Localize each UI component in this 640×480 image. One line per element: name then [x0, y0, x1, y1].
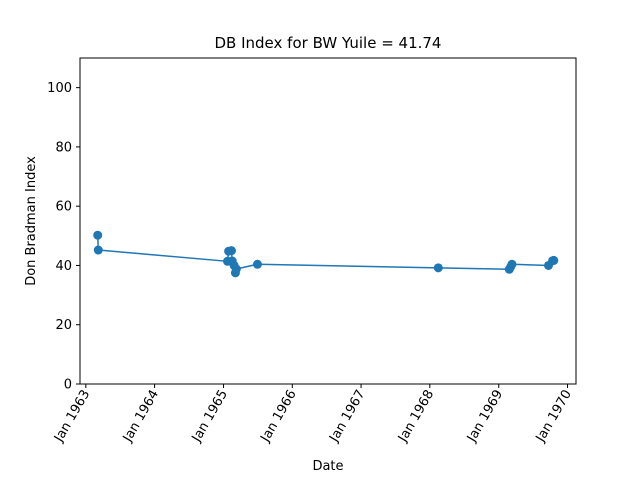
series-line: [96, 235, 554, 274]
y-tick-label: 40: [55, 259, 72, 274]
x-axis-label: Date: [312, 459, 343, 474]
x-tick-label: Jan 1970: [533, 388, 575, 446]
y-tick-label: 80: [55, 140, 72, 155]
x-tick-label: Jan 1965: [189, 388, 231, 446]
x-tick-label: Jan 1969: [464, 388, 506, 446]
data-point: [231, 264, 241, 274]
x-tick-label: Jan 1963: [51, 388, 93, 446]
data-point: [226, 246, 236, 256]
x-tick-label: Jan 1964: [120, 388, 162, 446]
data-point: [507, 259, 517, 269]
plot-area: [79, 57, 577, 385]
data-point: [549, 255, 559, 265]
y-axis: 0 20 40 60 80 100: [47, 81, 80, 393]
plot-frame: [79, 57, 577, 385]
y-tick-label: 100: [47, 81, 72, 96]
data-point: [93, 245, 103, 255]
y-axis-label: Don Bradman Index: [24, 156, 39, 286]
data-point: [252, 259, 262, 269]
x-tick-label: Jan 1967: [326, 388, 368, 446]
x-tick-label: Jan 1966: [258, 388, 300, 446]
y-tick-label: 20: [55, 318, 72, 333]
x-tick-label: Jan 1968: [395, 388, 437, 446]
x-axis: Jan 1963 Jan 1964 Jan 1965 Jan 1966 Jan 1967…: [51, 384, 575, 445]
data-point: [93, 230, 103, 240]
data-point: [433, 263, 443, 273]
y-tick-label: 0: [64, 378, 72, 393]
series-db-index: [93, 230, 559, 278]
chart-title: DB Index for BW Yuile = 41.74: [215, 34, 442, 52]
y-tick-label: 60: [55, 200, 72, 215]
